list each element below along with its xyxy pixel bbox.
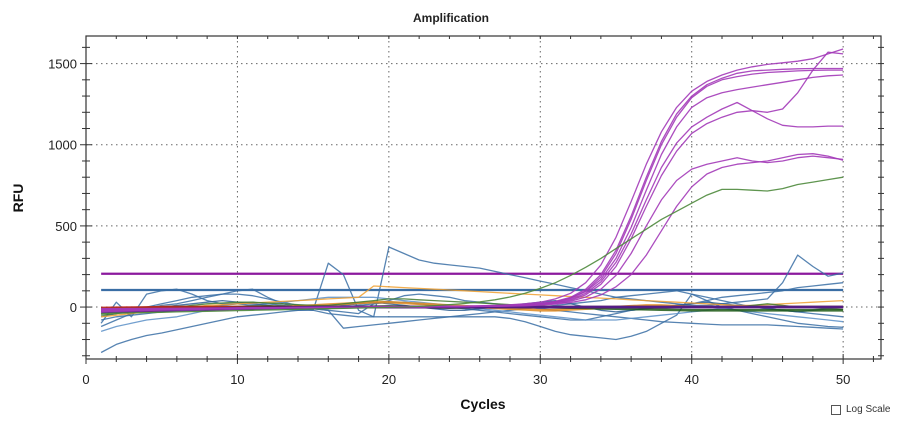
series-noise-blue-1 bbox=[100, 293, 844, 354]
x-tick-label: 0 bbox=[82, 372, 89, 387]
x-tick-label: 50 bbox=[836, 372, 850, 387]
series-sample-p6 bbox=[101, 101, 844, 311]
axis-ticks bbox=[80, 36, 884, 364]
y-tick-label: 500 bbox=[55, 219, 77, 234]
series-noise-blue-7 bbox=[101, 299, 844, 315]
log-scale-checkbox[interactable] bbox=[831, 404, 841, 415]
log-scale-toggle[interactable]: Log Scale bbox=[831, 404, 890, 415]
y-tick-label: 1500 bbox=[48, 57, 77, 72]
x-tick-label: 10 bbox=[230, 372, 244, 387]
series-sample-p1 bbox=[101, 48, 844, 311]
y-tick-label: 1000 bbox=[48, 138, 77, 153]
plot-frame bbox=[85, 35, 882, 360]
series-noise-blue-2 bbox=[100, 246, 844, 324]
x-tick-labels: 0 10 20 30 40 50 bbox=[82, 372, 850, 387]
series-sample-p7 bbox=[101, 155, 844, 310]
chart-title: Amplification bbox=[413, 11, 489, 25]
log-scale-label: Log Scale bbox=[846, 404, 891, 415]
x-axis-title: Cycles bbox=[460, 396, 505, 412]
grid-lines bbox=[86, 36, 881, 359]
series-lines bbox=[100, 48, 844, 354]
x-tick-label: 30 bbox=[533, 372, 547, 387]
y-axis-title: RFU bbox=[10, 184, 26, 213]
x-tick-label: 40 bbox=[684, 372, 698, 387]
threshold-lines bbox=[101, 272, 844, 292]
y-tick-label: 0 bbox=[70, 300, 77, 315]
series-noise-orange-1 bbox=[101, 285, 844, 318]
x-tick-label: 20 bbox=[382, 372, 396, 387]
series-sample-p8 bbox=[101, 153, 844, 311]
y-tick-labels: 0 500 1000 1500 bbox=[48, 57, 77, 315]
series-sample-p4 bbox=[101, 74, 844, 313]
series-sample-green-rising bbox=[101, 176, 844, 315]
